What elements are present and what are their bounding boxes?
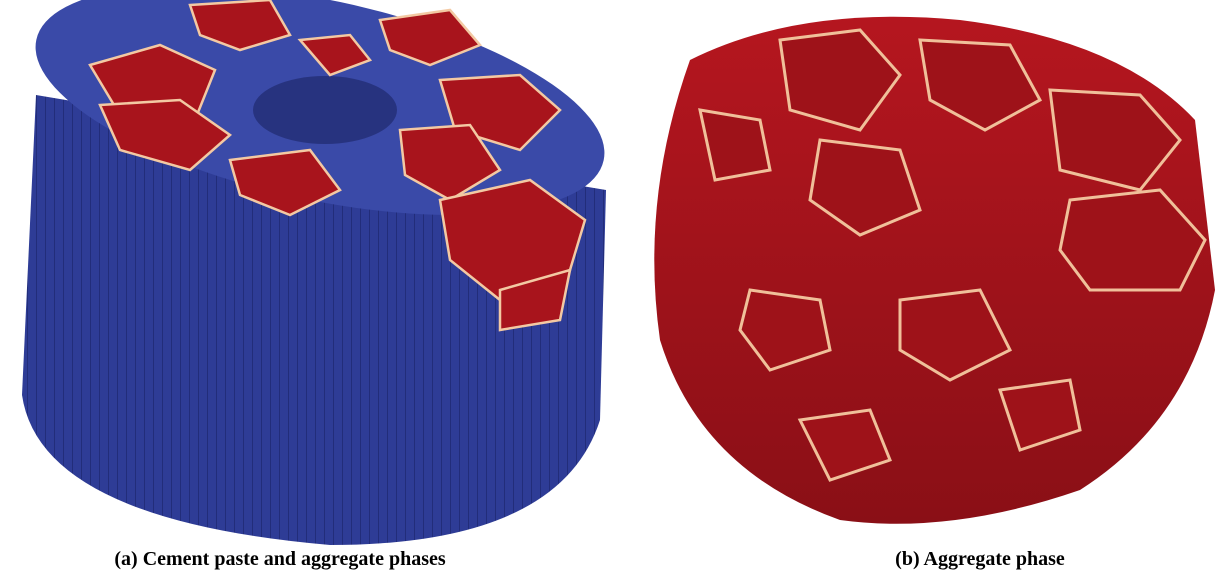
panel-a-image [16, 0, 625, 545]
figure-images [0, 0, 1220, 545]
caption-b: (b) Aggregate phase [780, 548, 1180, 571]
page: (a) Cement paste and aggregate phases (b… [0, 0, 1220, 584]
panel-caption: Cement paste and aggregate phases [143, 548, 446, 570]
caption-a: (a) Cement paste and aggregate phases [70, 548, 490, 571]
panel-b-image [654, 17, 1215, 524]
panel-caption: Aggregate phase [924, 548, 1065, 570]
panel-label: (b) [895, 548, 919, 570]
center-hole [253, 76, 397, 144]
panel-label: (a) [114, 548, 137, 570]
